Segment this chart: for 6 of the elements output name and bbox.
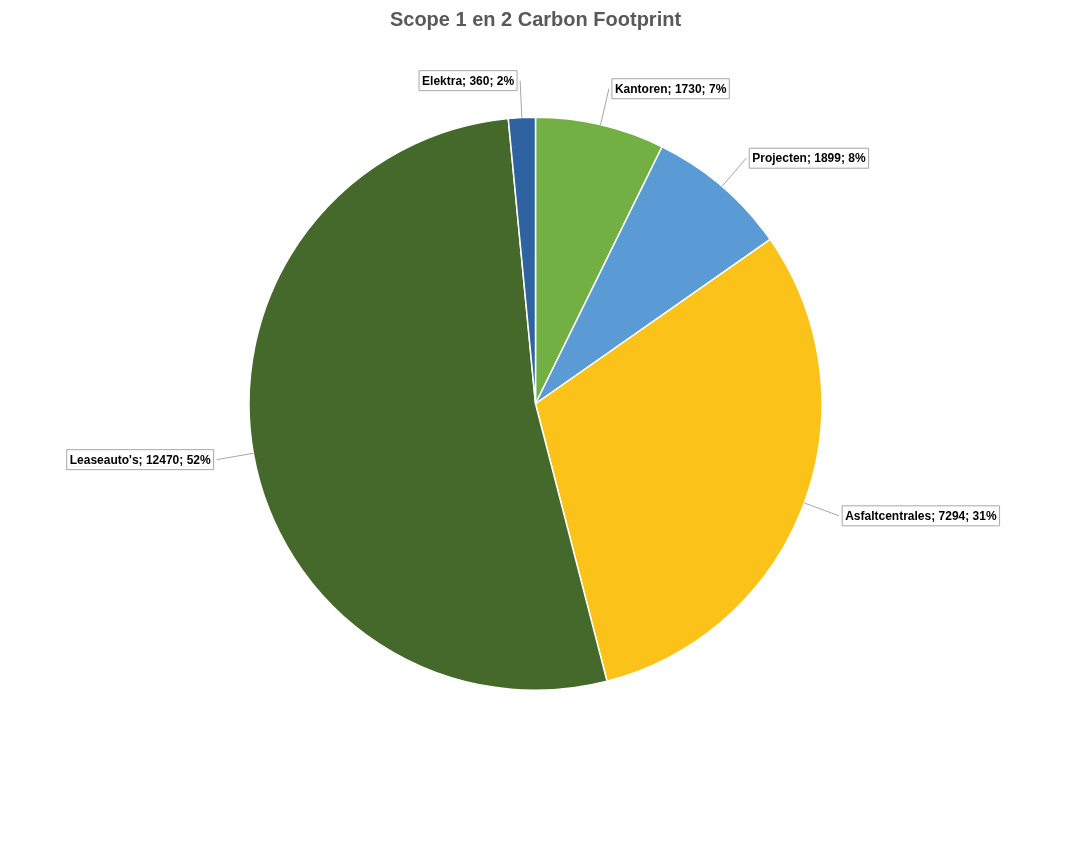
slice-label: Elektra; 360; 2% bbox=[422, 73, 515, 88]
slice-label: Kantoren; 1730; 7% bbox=[614, 81, 727, 96]
slice-label: Leaseauto's; 12470; 52% bbox=[69, 452, 211, 467]
chart-title: Scope 1 en 2 Carbon Footprint bbox=[389, 7, 682, 30]
slice-label: Asfaltcentrales; 7294; 31% bbox=[845, 508, 997, 523]
slice-label: Projecten; 1899; 8% bbox=[752, 151, 866, 166]
